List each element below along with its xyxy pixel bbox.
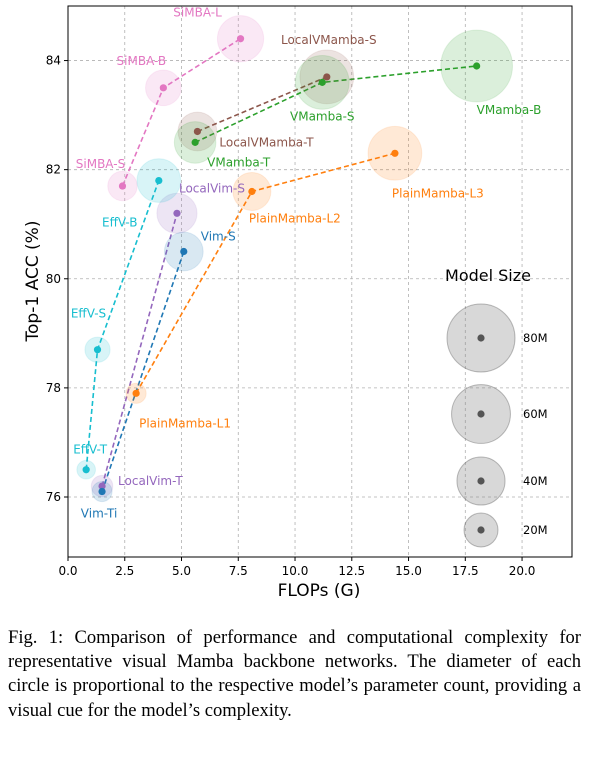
y-tick-label: 78	[46, 381, 61, 395]
point-label-localvmamba-s: LocalVMamba-S	[281, 33, 377, 47]
point-label-effv-t: EffV-T	[73, 443, 108, 457]
point-simba-s	[118, 182, 127, 190]
x-axis-label: FLOPs (G)	[278, 581, 361, 601]
size-legend: Model Size 80M 60M 40M 20M	[445, 266, 548, 548]
size-legend-dot	[477, 477, 485, 485]
point-vmamba-b	[473, 62, 481, 70]
point-plainmamba-l3	[391, 149, 399, 157]
point-localvim-t	[98, 482, 106, 490]
point-localvim-s	[173, 209, 181, 217]
point-label-vmamba-b: VMamba-B	[477, 103, 542, 117]
y-tick-label: 80	[46, 272, 61, 286]
y-tick-label: 76	[46, 490, 61, 504]
size-legend-title: Model Size	[445, 266, 531, 285]
point-effv-b	[155, 176, 163, 185]
point-label-effv-b: EffV-B	[102, 216, 138, 230]
y-tick-label: 84	[46, 54, 61, 68]
x-tick-label: 20.0	[509, 564, 536, 578]
series-line-localvim	[101, 213, 178, 487]
point-label-vmamba-t: VMamba-T	[207, 155, 271, 169]
point-vmamba-t	[191, 138, 199, 146]
size-legend-label: 20M	[523, 523, 548, 537]
x-tick-label: 17.5	[452, 564, 479, 578]
point-effv-t	[82, 466, 90, 474]
point-label-vim-ti: Vim-Ti	[81, 507, 118, 521]
point-label-plainmamba-l3: PlainMamba-L3	[392, 186, 484, 200]
size-legend-label: 40M	[523, 474, 548, 488]
grid	[67, 6, 572, 557]
x-tick-label: 7.5	[229, 564, 248, 578]
x-tick-label: 15.0	[395, 564, 422, 578]
points	[82, 35, 481, 496]
point-vim-s	[180, 247, 188, 256]
series-line-vim	[101, 251, 185, 492]
plot-frame	[67, 5, 573, 558]
point-plainmamba-l2	[248, 187, 256, 196]
size-legend-dot	[477, 526, 485, 534]
size-legend-label: 80M	[523, 331, 548, 345]
point-label-effv-s: EffV-S	[71, 307, 106, 321]
y-tick-label: 82	[46, 163, 61, 177]
point-label-vim-s: Vim-S	[201, 229, 236, 243]
point-label-vmamba-s: VMamba-S	[290, 109, 355, 123]
point-label-simba-l: SiMBA-L	[173, 6, 222, 20]
size-legend-dot	[477, 334, 485, 342]
point-label-localvim-s: LocalVim-S	[179, 181, 245, 195]
point-label-simba-s: SiMBA-S	[76, 157, 125, 171]
point-plainmamba-l1	[132, 389, 140, 397]
point-label-simba-b: SiMBA-B	[117, 54, 167, 68]
point-labels: SiMBA-S SiMBA-B SiMBA-L LocalVMamba-T LocalV…	[71, 6, 542, 521]
point-label-localvim-t: LocalVim-T	[118, 474, 183, 488]
x-tick-label: 5.0	[172, 564, 191, 578]
point-vim-ti	[98, 487, 106, 496]
size-legend-dot	[477, 410, 485, 418]
point-effv-s	[93, 346, 102, 354]
x-tick-label: 0.0	[58, 564, 77, 578]
point-localvmamba-t	[193, 127, 202, 136]
point-simba-b	[159, 84, 167, 92]
point-vmamba-s	[318, 78, 326, 86]
point-label-plainmamba-l1: PlainMamba-L1	[139, 416, 231, 430]
figure-caption: Fig. 1: Comparison of performance and co…	[8, 627, 581, 721]
chart: SiMBA-S SiMBA-B SiMBA-L LocalVMamba-T LocalV…	[23, 5, 573, 601]
x-tick-label: 10.0	[282, 564, 309, 578]
y-axis-label: Top-1 ACC (%)	[23, 221, 43, 343]
x-tick-label: 12.5	[338, 564, 365, 578]
ticks: 0.0 2.5 5.0 7.5 10.0 12.5 15.0 17.5 20.0 76 78 80 82…	[46, 54, 536, 578]
point-label-plainmamba-l2: PlainMamba-L2	[249, 211, 341, 225]
point-label-localvmamba-t: LocalVMamba-T	[219, 135, 314, 149]
point-simba-l	[236, 35, 245, 43]
point-localvmamba-s	[323, 73, 331, 81]
size-legend-label: 60M	[523, 407, 548, 421]
x-tick-label: 2.5	[115, 564, 134, 578]
